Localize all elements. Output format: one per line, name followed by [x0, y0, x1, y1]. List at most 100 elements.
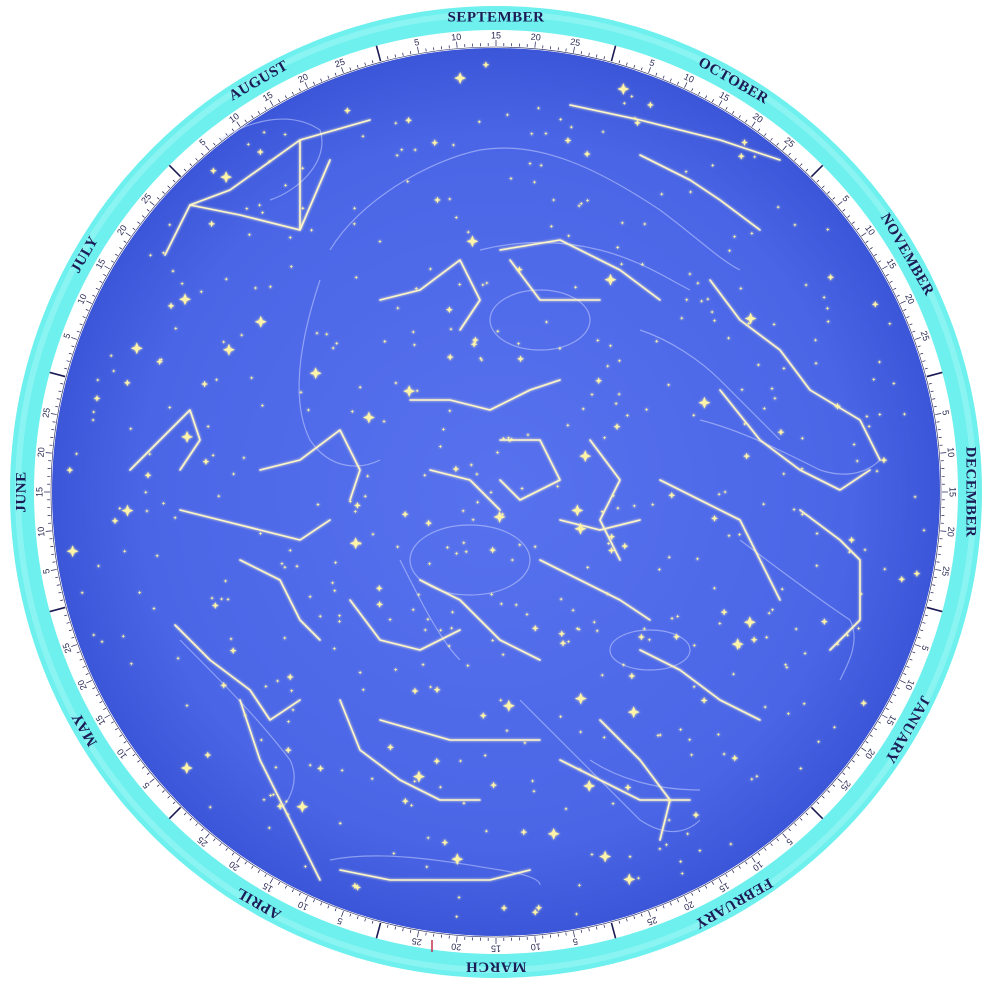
star [564, 807, 568, 811]
day-tick [914, 644, 921, 647]
day-tick [640, 913, 643, 917]
star [667, 818, 671, 822]
star [423, 628, 428, 632]
day-tick [58, 390, 62, 393]
month-boundary-tick [926, 606, 943, 613]
day-tick [794, 823, 797, 826]
day-tick [167, 795, 171, 799]
day-tick [757, 128, 761, 132]
star [526, 433, 530, 437]
star [137, 590, 142, 595]
star [761, 502, 766, 506]
day-tick [278, 99, 281, 103]
star [425, 519, 433, 527]
star [621, 663, 626, 667]
day-tick [320, 902, 323, 906]
day-tick [298, 892, 301, 896]
star [717, 492, 721, 497]
star [427, 561, 432, 566]
star [262, 797, 266, 802]
day-tick [595, 926, 598, 930]
star [616, 506, 620, 510]
day-tick [847, 766, 851, 769]
star [268, 793, 273, 798]
day-tick [869, 247, 873, 250]
day-tick [805, 812, 809, 816]
star [732, 234, 737, 239]
star [507, 438, 512, 443]
day-tick [573, 931, 575, 938]
star [412, 779, 417, 784]
day-tick [195, 823, 198, 826]
star [605, 364, 610, 368]
day-labels: 5 10 15 20 25 5 10 15 20 25 5 10 15 20 25 5 10 15 20 25 5 10 1… [34, 30, 957, 953]
star [340, 768, 344, 773]
star [564, 136, 572, 144]
day-tick [99, 701, 103, 704]
star [295, 564, 299, 568]
star [688, 272, 692, 276]
star [776, 205, 780, 209]
day-label: 15 [717, 90, 731, 104]
star [898, 575, 906, 583]
star [403, 385, 416, 398]
day-tick [417, 46, 419, 53]
star [692, 643, 697, 648]
day-tick [874, 253, 877, 256]
day-label: 10 [296, 899, 309, 912]
day-tick [71, 636, 75, 639]
star [577, 204, 581, 208]
star [571, 608, 575, 613]
star [712, 586, 717, 590]
star [489, 546, 497, 554]
day-label: 20 [751, 111, 765, 125]
day-tick [146, 209, 150, 212]
star [300, 166, 305, 171]
star [283, 132, 287, 137]
star [466, 230, 471, 234]
star [231, 472, 236, 476]
star [575, 626, 580, 631]
day-tick [698, 91, 701, 95]
star [636, 876, 641, 880]
star [762, 406, 767, 411]
star [493, 510, 506, 523]
star [181, 430, 194, 443]
day-tick [889, 701, 893, 704]
day-tick [394, 54, 397, 58]
star [664, 842, 669, 847]
day-tick [662, 75, 665, 79]
star [832, 725, 837, 730]
star [457, 282, 462, 287]
day-tick [751, 121, 756, 127]
star [449, 327, 453, 331]
day-tick [356, 64, 359, 68]
day-tick [626, 62, 628, 66]
day-label: 10 [682, 72, 695, 85]
star [544, 320, 549, 324]
day-label: 5 [336, 916, 344, 927]
day-tick [244, 119, 247, 123]
star [308, 594, 312, 599]
day-label: 25 [139, 191, 153, 205]
star [129, 661, 134, 666]
star [558, 346, 562, 351]
star [121, 634, 126, 639]
month-label-june: JUNE [13, 471, 29, 512]
day-tick [95, 694, 99, 697]
star [445, 545, 450, 550]
star [353, 501, 361, 509]
day-tick [103, 707, 107, 710]
star [731, 754, 739, 762]
day-tick [149, 778, 155, 783]
star [825, 227, 830, 232]
day-tick [86, 680, 92, 684]
star [845, 633, 850, 638]
day-tick [104, 265, 110, 270]
day-label: 10 [751, 859, 765, 873]
day-label: 10 [863, 223, 877, 237]
day-tick [110, 260, 114, 263]
day-tick [146, 772, 150, 775]
star [280, 561, 284, 566]
star [284, 799, 289, 804]
